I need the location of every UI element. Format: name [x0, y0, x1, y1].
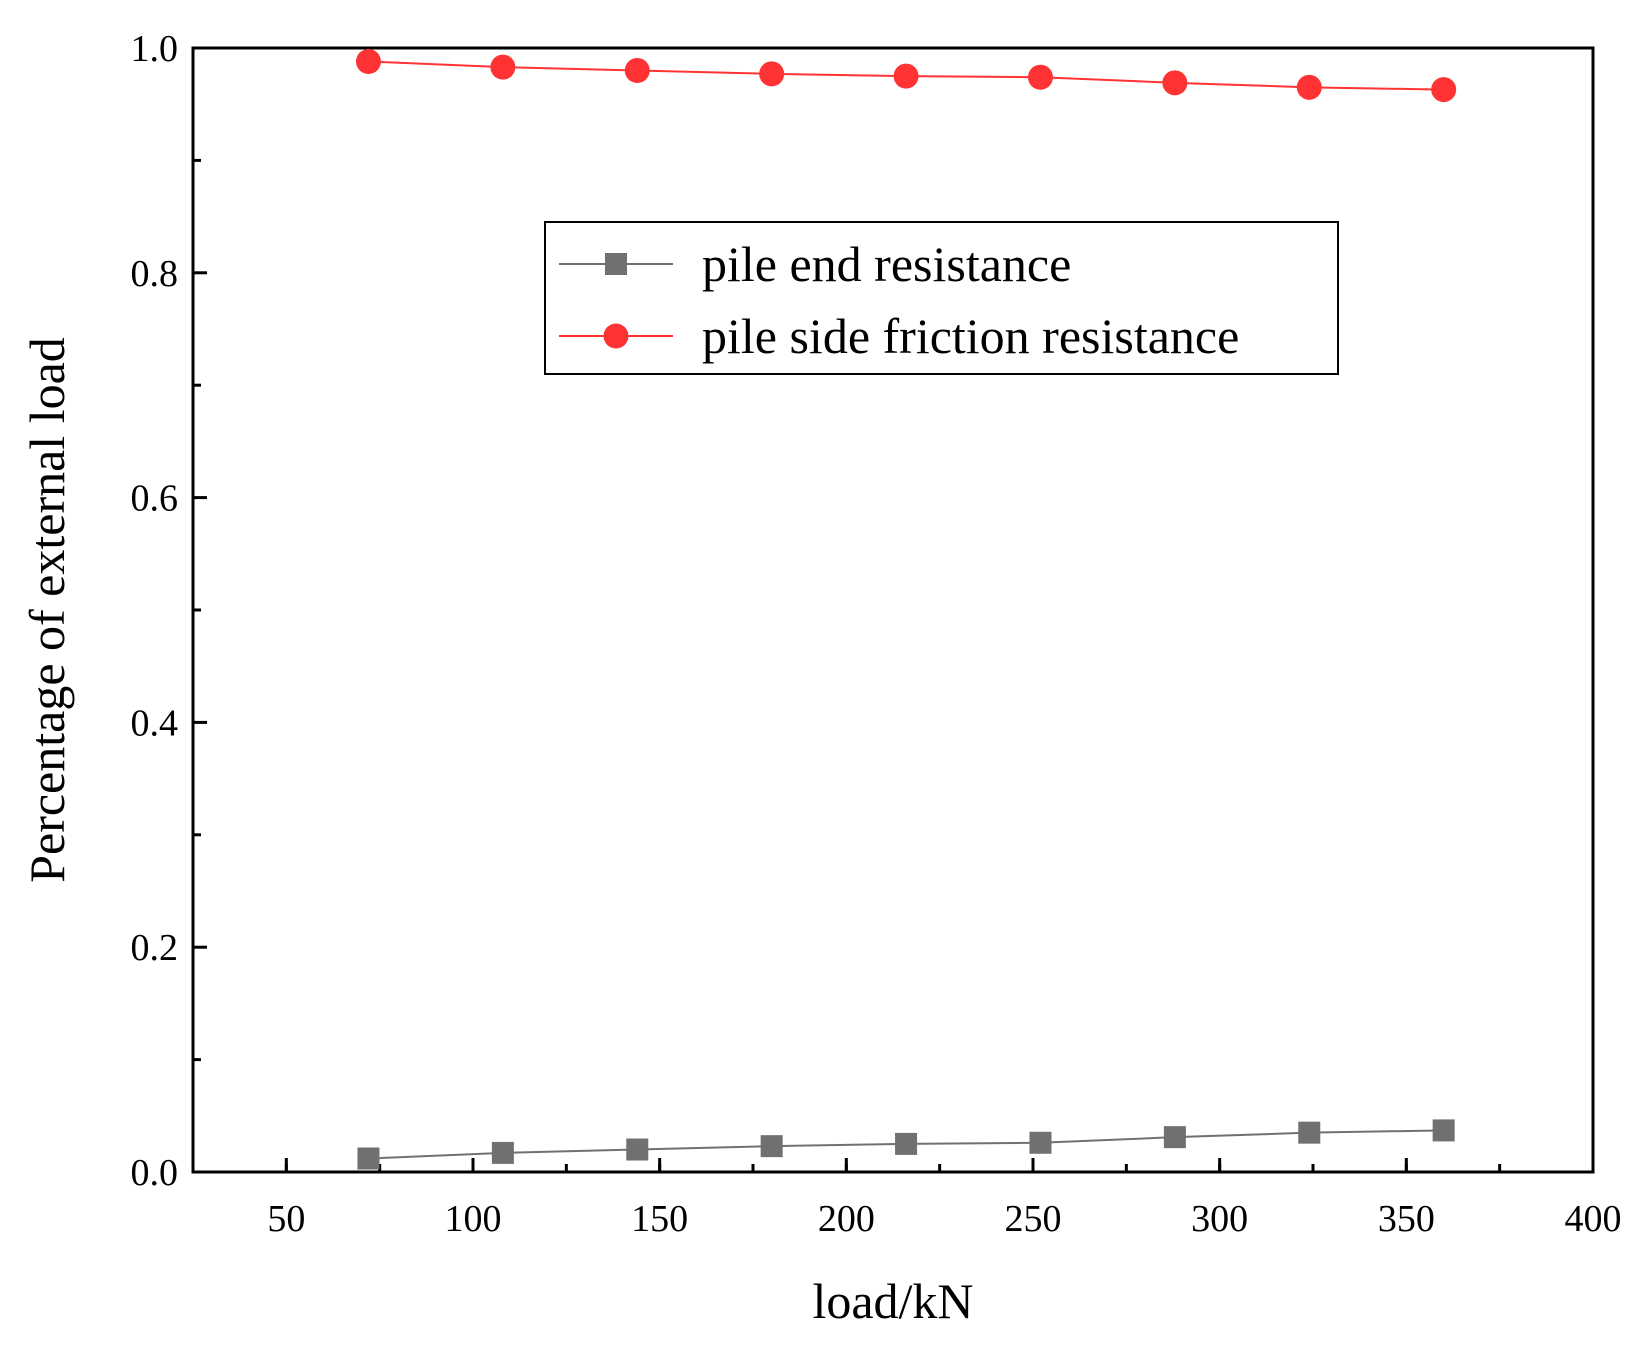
data-point-square: [895, 1132, 918, 1155]
x-tick-label: 100: [445, 1198, 502, 1240]
legend-item: pile side friction resistance: [559, 308, 1239, 364]
series-layer: [355, 48, 1457, 1170]
y-tick-label: 0.2: [131, 927, 179, 969]
data-point-square: [626, 1138, 649, 1161]
x-tick-label: 150: [631, 1198, 688, 1240]
series-2: [355, 48, 1457, 103]
x-axis-ticks: 50 100 150 200 250 300 350 400: [267, 1158, 1622, 1240]
data-point-circle: [1296, 74, 1322, 100]
data-point-square: [1163, 1126, 1186, 1149]
data-point-circle: [893, 63, 919, 89]
x-axis-title: load/kN: [812, 1273, 973, 1329]
legend-label: pile side friction resistance: [702, 308, 1239, 364]
y-tick-label: 0.8: [131, 253, 179, 295]
data-point-square: [491, 1141, 514, 1164]
data-point-square: [1029, 1131, 1052, 1154]
legend-item: pile end resistance: [559, 236, 1071, 292]
x-tick-label: 300: [1191, 1198, 1248, 1240]
legend-box: [544, 221, 1339, 375]
legend-marker-circle: [603, 323, 629, 349]
x-tick-label: 50: [267, 1198, 305, 1240]
x-tick-label: 350: [1378, 1198, 1435, 1240]
y-tick-label: 0.6: [131, 478, 179, 520]
data-point-circle: [759, 61, 785, 87]
data-point-square: [1298, 1121, 1321, 1144]
series-1: [357, 1119, 1455, 1170]
y-axis-ticks: 0.0 0.2 0.4 0.6 0.8 1.0: [131, 28, 207, 1194]
data-point-square: [357, 1147, 380, 1170]
data-point-circle: [490, 54, 516, 80]
x-tick-label: 200: [818, 1198, 875, 1240]
data-point-circle: [1027, 64, 1053, 90]
data-point-circle: [1162, 70, 1188, 96]
y-tick-label: 1.0: [131, 28, 179, 70]
legend: pile end resistance pile side friction re…: [544, 221, 1339, 375]
x-tick-label: 400: [1565, 1198, 1622, 1240]
x-tick-label: 250: [1005, 1198, 1062, 1240]
data-point-circle: [624, 57, 650, 83]
y-axis-title: Percentage of external load: [19, 337, 75, 883]
data-point-square: [1432, 1119, 1455, 1142]
legend-marker-square: [605, 253, 627, 275]
legend-label: pile end resistance: [702, 236, 1071, 292]
data-point-square: [760, 1135, 783, 1158]
y-tick-label: 0.4: [131, 702, 179, 744]
data-point-circle: [355, 48, 381, 74]
data-point-circle: [1431, 77, 1457, 103]
plot-frame: [191, 46, 1595, 1174]
axes: [191, 46, 1595, 1174]
y-tick-label: 0.0: [131, 1152, 179, 1194]
